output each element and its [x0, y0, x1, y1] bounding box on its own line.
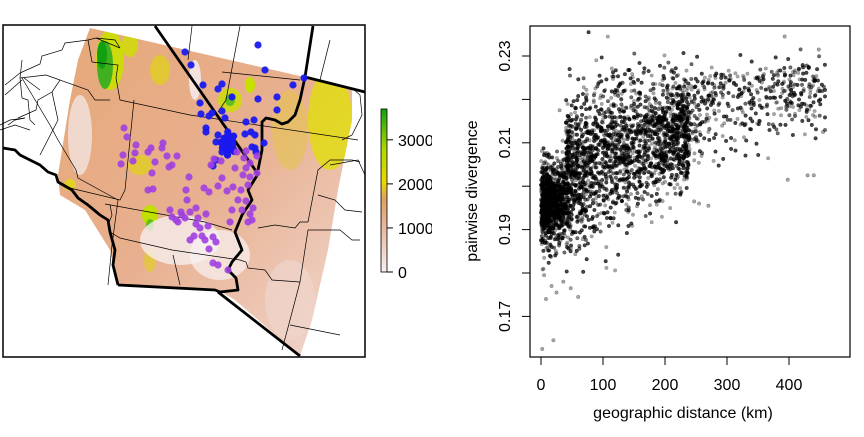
x-tick-label: 100 — [590, 377, 617, 394]
elevation-map: 0 1000 2000 3000 — [0, 0, 432, 432]
y-tick-label: 0.17 — [497, 301, 514, 332]
elevation-colorbar: 0 1000 2000 3000 — [381, 109, 432, 282]
y-axis-label: pairwise divergence — [464, 120, 481, 262]
x-tick-label: 0 — [537, 377, 546, 394]
colorbar-tick-label: 3000 — [398, 133, 432, 150]
y-tick-label: 0.21 — [497, 127, 514, 158]
scatter-plot-panel: 0 100 200 300 400 0.17 0.19 0.21 0.23 geographi… — [432, 0, 864, 432]
colorbar-ticks: 0 1000 2000 3000 — [387, 133, 432, 282]
elevation-map-panel: 0 1000 2000 3000 — [0, 0, 432, 432]
y-tick-label: 0.23 — [497, 40, 514, 71]
colorbar-tick-label: 2000 — [398, 177, 432, 194]
x-axis: 0 100 200 300 400 — [537, 357, 803, 394]
plot-frame — [530, 26, 850, 357]
y-axis: 0.17 0.19 0.21 0.23 — [497, 40, 530, 332]
x-tick-label: 200 — [652, 377, 679, 394]
colorbar-tick-label: 1000 — [398, 221, 432, 238]
x-tick-label: 300 — [714, 377, 741, 394]
colorbar-tick-label: 0 — [398, 265, 407, 282]
colorbar-gradient — [381, 109, 387, 272]
divergence-scatter-plot: 0 100 200 300 400 0.17 0.19 0.21 0.23 geographi… — [432, 0, 864, 432]
x-tick-label: 400 — [776, 377, 803, 394]
x-axis-label: geographic distance (km) — [593, 405, 773, 422]
y-tick-label: 0.19 — [497, 214, 514, 245]
